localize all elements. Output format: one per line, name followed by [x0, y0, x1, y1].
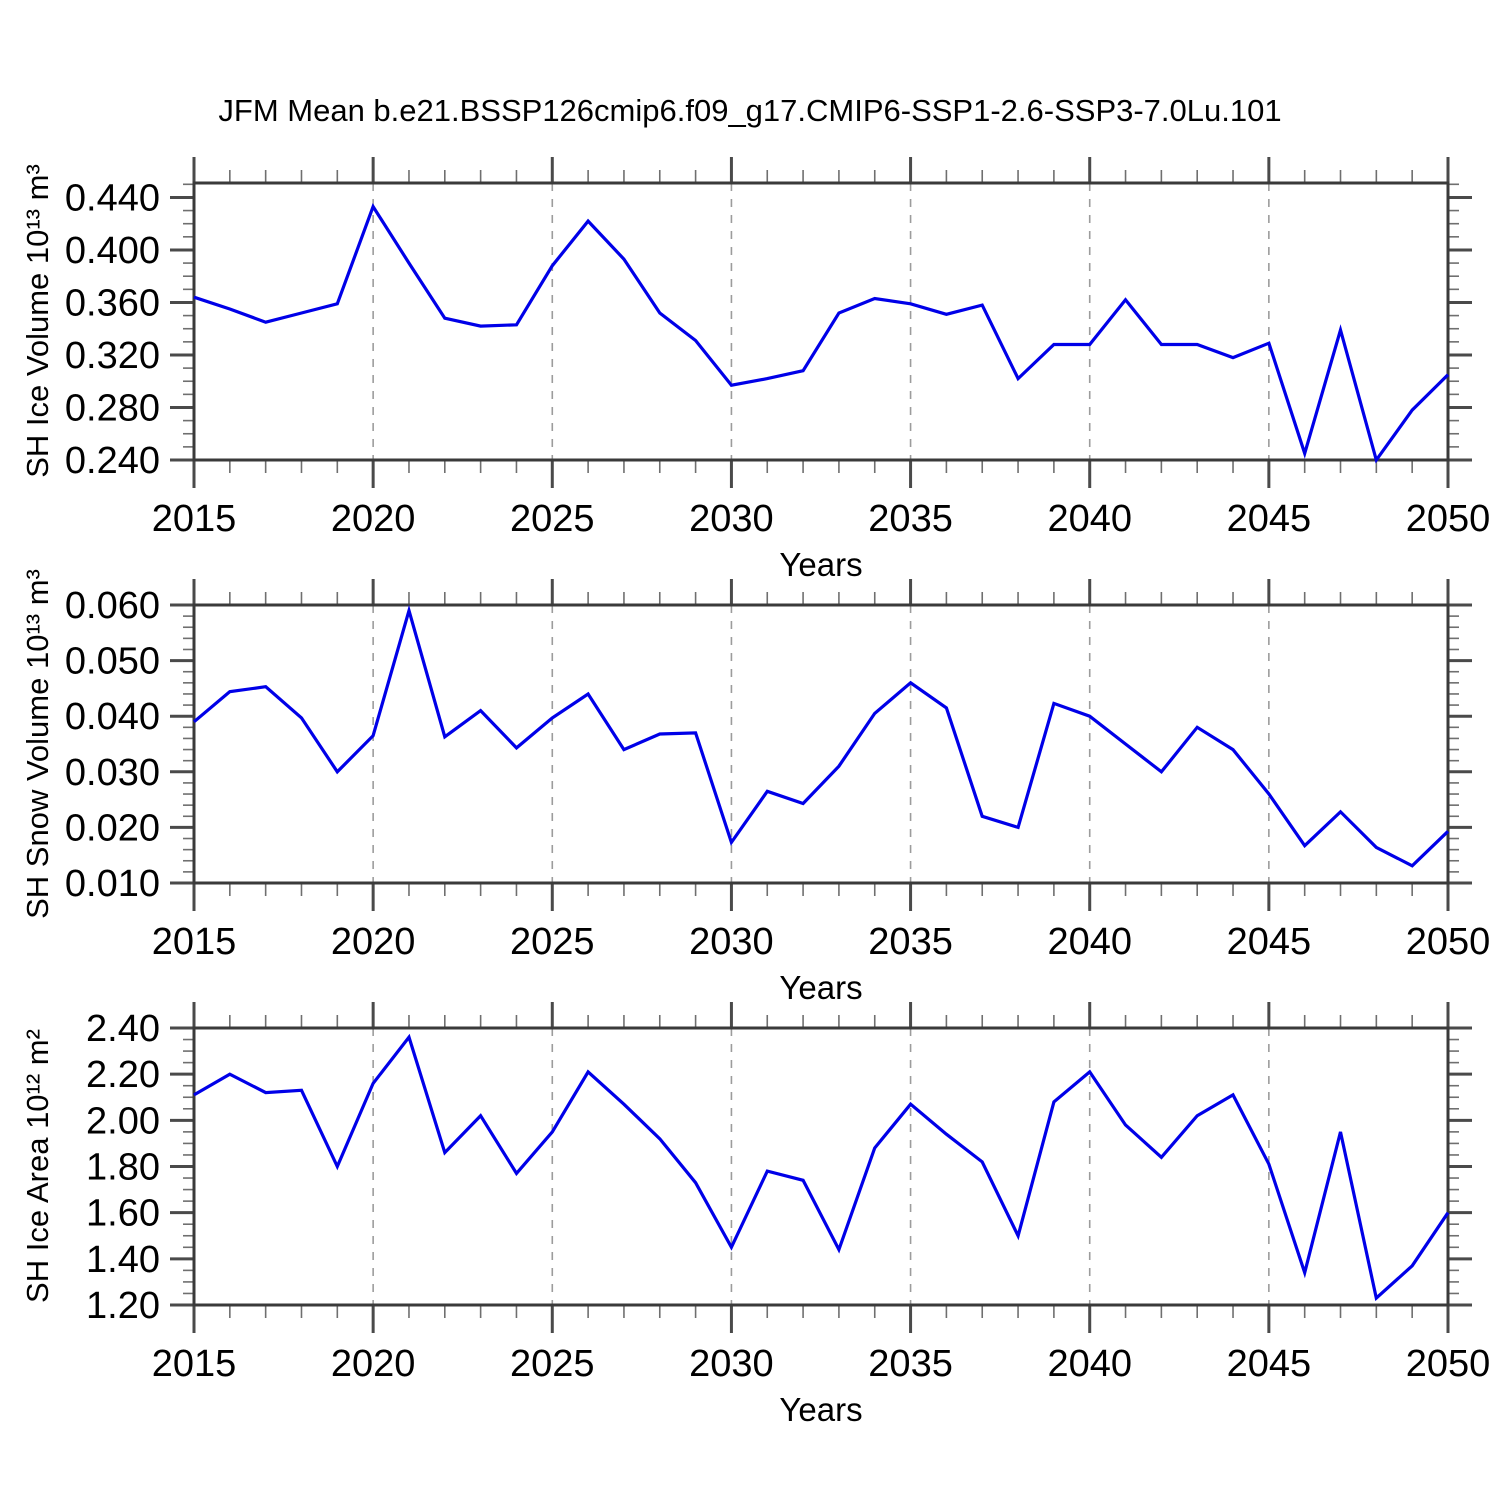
x-tick-label: 2030: [689, 1343, 774, 1385]
x-tick-label: 2045: [1227, 921, 1312, 963]
y-tick-label: 2.20: [86, 1054, 160, 1096]
x-tick-label: 2030: [689, 921, 774, 963]
y-tick-label: 0.440: [65, 177, 160, 219]
chart-title: JFM Mean b.e21.BSSP126cmip6.f09_g17.CMIP…: [218, 93, 1282, 128]
x-tick-label: 2035: [868, 921, 953, 963]
x-axis-label-years-panel-2: Years: [779, 969, 863, 1006]
x-tick-label: 2040: [1047, 1343, 1132, 1385]
x-tick-label: 2035: [868, 1343, 953, 1385]
x-tick-label: 2020: [331, 498, 416, 540]
x-tick-label: 2050: [1406, 1343, 1491, 1385]
series-line-sh-ice-area: [193, 1033, 1450, 1302]
y-tick-label: 0.060: [65, 585, 160, 627]
panel-sh-ice-volume: 0.240 0.280 0.320 0.360 0.400 0.440 2015 2020 20…: [65, 157, 1490, 540]
x-tick-label: 2025: [510, 921, 595, 963]
x-tick-label: 2045: [1227, 498, 1312, 540]
plot-frame: [192, 181, 1450, 462]
y-tick-label: 2.00: [86, 1100, 160, 1142]
x-tick-label: 2030: [689, 498, 774, 540]
y-tick-label: 1.40: [86, 1239, 160, 1281]
x-tick-label: 2015: [152, 1343, 237, 1385]
plot-frame: [192, 603, 1450, 885]
y-tick-label: 0.240: [65, 440, 160, 482]
y-tick-label: 0.320: [65, 335, 160, 377]
y-tick-label: 2.40: [86, 1008, 160, 1050]
series-line-sh-snow-volume: [192, 604, 1450, 868]
y-tick-label: 0.280: [65, 387, 160, 429]
series-line-sh-ice-volume: [193, 203, 1450, 464]
x-tick-label: 2015: [152, 498, 237, 540]
x-tick-label: 2045: [1227, 1343, 1312, 1385]
x-axis-label-years-panel-3: Years: [779, 1391, 863, 1428]
x-tick-label: 2035: [868, 498, 953, 540]
y-tick-label: 0.040: [65, 696, 160, 738]
y-tick-label: 0.010: [65, 863, 160, 905]
x-tick-label: 2050: [1406, 498, 1491, 540]
x-tick-label: 2020: [331, 1343, 416, 1385]
y-tick-label: 1.80: [86, 1147, 160, 1189]
y-tick-label: 0.030: [65, 752, 160, 794]
y-tick-label: 1.60: [86, 1193, 160, 1235]
y-tick-label: 0.360: [65, 282, 160, 324]
x-tick-label: 2050: [1406, 921, 1491, 963]
panel-sh-snow-volume: 0.010 0.020 0.030 0.040 0.050 0.060 2015 2020 20…: [65, 579, 1490, 963]
y-tick-label: 0.400: [65, 230, 160, 272]
plot-frame: [192, 1026, 1450, 1307]
x-tick-label: 2025: [510, 498, 595, 540]
y-tick-label: 0.020: [65, 807, 160, 849]
x-tick-label: 2015: [152, 921, 237, 963]
y-tick-label: 0.050: [65, 641, 160, 683]
x-tick-label: 2020: [331, 921, 416, 963]
x-tick-label: 2025: [510, 1343, 595, 1385]
y-tick-label: 1.20: [86, 1285, 160, 1327]
x-axis-label-years-panel-1: Years: [779, 546, 863, 583]
x-tick-label: 2040: [1047, 498, 1132, 540]
panel-sh-ice-area: 1.201.401.601.80 2.002.202.40 2015 2020 2025…: [86, 1002, 1490, 1385]
x-tick-label: 2040: [1047, 921, 1132, 963]
